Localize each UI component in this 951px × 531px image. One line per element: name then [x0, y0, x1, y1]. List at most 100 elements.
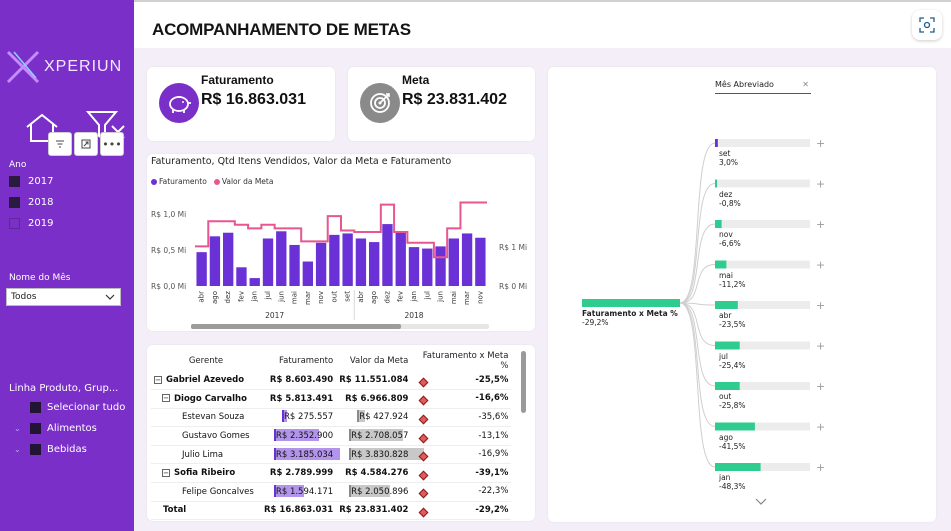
chevron-down-icon[interactable] — [755, 498, 767, 505]
tree-node-bar[interactable] — [715, 341, 740, 350]
chart-bar[interactable] — [262, 238, 274, 286]
column-header[interactable]: Faturamento — [279, 356, 334, 366]
tree-item-select-all[interactable]: Selecionar tudo — [14, 402, 125, 413]
focus-mode-button[interactable] — [74, 132, 98, 156]
expand-plus-icon[interactable]: + — [816, 340, 825, 353]
chart-bar[interactable] — [448, 238, 459, 286]
tree-item-alimentos[interactable]: ⌄ Alimentos — [14, 423, 97, 434]
x-tick-label: jun — [437, 291, 445, 303]
tree-node-track[interactable] — [715, 301, 810, 309]
chart-bar[interactable] — [289, 244, 300, 286]
chart-bar[interactable] — [276, 231, 287, 286]
tree-node-bar[interactable] — [715, 463, 761, 471]
tree-connector — [679, 302, 716, 468]
tree-node-track[interactable] — [715, 139, 810, 147]
table-row[interactable]: Julio Lima R$ 3.185.034 R$ 3.830.828 -16,9% — [151, 445, 512, 465]
collapse-icon[interactable]: − — [162, 468, 170, 477]
filter-button[interactable] — [48, 132, 72, 156]
year-group-label: 2018 — [404, 311, 423, 320]
year-item-2017[interactable]: 2017 — [9, 176, 53, 187]
chart-bar[interactable] — [395, 232, 406, 286]
tree-node-track[interactable] — [715, 382, 810, 390]
tree-node-bar[interactable] — [715, 260, 727, 269]
expand-plus-icon[interactable]: + — [816, 259, 825, 272]
tree-node-track[interactable] — [715, 179, 810, 188]
chart-bar[interactable] — [461, 233, 473, 286]
tree-node-track[interactable] — [715, 260, 810, 269]
tree-item-bebidas[interactable]: ⌄ Bebidas — [14, 444, 87, 455]
tree-level-header[interactable]: Mês Abreviado ✕ — [715, 80, 811, 94]
expand-plus-icon[interactable]: + — [816, 218, 825, 231]
chart-bar[interactable] — [209, 236, 221, 286]
chart-bar[interactable] — [408, 247, 420, 286]
expand-plus-icon[interactable]: + — [816, 461, 825, 474]
checkbox[interactable] — [9, 197, 20, 208]
chart-bar[interactable] — [435, 246, 446, 286]
checkbox[interactable] — [9, 176, 20, 187]
tree-node-track[interactable] — [715, 422, 810, 431]
legend-item-faturamento[interactable]: Faturamento — [151, 177, 207, 186]
table-row[interactable]: Gustavo Gomes R$ 2.352.900 R$ 2.708.057 -13… — [151, 426, 512, 446]
chart-bar[interactable] — [236, 267, 247, 286]
chart-bar[interactable] — [355, 238, 367, 286]
screenshot-button[interactable] — [912, 10, 942, 40]
month-dropdown[interactable]: Todos — [6, 288, 121, 306]
table-row[interactable]: Estevan Souza R$ 275.557 R$ 427.924 -35,6% — [151, 408, 512, 428]
chart-bar[interactable] — [369, 242, 380, 286]
expand-plus-icon[interactable]: + — [816, 421, 825, 434]
chevron-down-icon[interactable]: ⌄ — [14, 424, 21, 433]
tree-node-bar[interactable] — [715, 139, 718, 147]
expand-plus-icon[interactable]: + — [816, 380, 825, 393]
chart-bar[interactable] — [249, 278, 260, 286]
expand-plus-icon[interactable]: + — [816, 299, 825, 312]
table-row[interactable]: Felipe Goncalves R$ 1.594.171 R$ 2.050.896… — [151, 482, 512, 502]
legend-item-meta[interactable]: Valor da Meta — [213, 177, 273, 186]
column-header[interactable]: Faturamento x Meta % — [422, 351, 509, 371]
chart-bar[interactable] — [196, 252, 207, 286]
column-header[interactable]: Valor da Meta — [349, 356, 409, 366]
tree-node-track[interactable] — [715, 341, 810, 350]
tree-node-bar[interactable] — [715, 382, 740, 390]
chart-bar[interactable] — [475, 237, 486, 286]
chart-bar[interactable] — [382, 224, 393, 286]
expand-plus-icon[interactable]: + — [816, 137, 825, 150]
meta-line[interactable] — [195, 201, 487, 259]
expand-plus-icon[interactable]: + — [816, 178, 825, 191]
tree-root-bar[interactable] — [582, 299, 680, 307]
checkbox[interactable] — [30, 423, 41, 434]
chart-bar[interactable] — [342, 233, 353, 286]
tree-node-bar[interactable] — [715, 301, 738, 309]
combo-chart[interactable]: R$ 1,0 Mi R$ 0,5 Mi R$ 0,0 Mi R$ 1 Mi R$ 0 M… — [147, 190, 535, 331]
tree-node-track[interactable] — [715, 463, 810, 471]
more-options-button[interactable]: ••• — [100, 132, 124, 156]
decomposition-tree[interactable]: + + + + + + + + + — [548, 67, 936, 522]
table-row[interactable]: − Sofia Ribeiro R$ 2.789.999 R$ 4.584.276 -3… — [151, 463, 512, 484]
checkbox[interactable] — [30, 402, 41, 413]
chart-bar[interactable] — [302, 261, 313, 286]
table-row[interactable]: − Diogo Carvalho R$ 5.813.491 R$ 6.966.809 -… — [151, 389, 512, 409]
year-item-2018[interactable]: 2018 — [9, 197, 53, 208]
chart-bar[interactable] — [223, 232, 234, 286]
scrollbar[interactable] — [521, 351, 526, 413]
year-item-2019[interactable]: 2019 — [9, 218, 53, 229]
tree-node-bar[interactable] — [715, 422, 755, 431]
chart-bar[interactable] — [315, 242, 327, 286]
close-icon[interactable]: ✕ — [802, 80, 809, 89]
collapse-icon[interactable]: − — [154, 375, 162, 384]
collapse-icon[interactable]: − — [162, 394, 170, 403]
column-header[interactable]: Gerente — [188, 356, 224, 366]
month-dropdown-value: Todos — [11, 292, 37, 302]
tree-node-bar[interactable] — [715, 220, 722, 228]
tree-node-track[interactable] — [715, 220, 810, 228]
scrollbar-thumb[interactable] — [191, 324, 401, 329]
chart-bar[interactable] — [329, 234, 340, 286]
total-row: Total R$ 16.863.031 R$ 23.831.402 -29,2% — [151, 501, 512, 521]
data-bar — [273, 484, 304, 497]
tree-node-bar[interactable] — [715, 179, 717, 188]
chart-bar[interactable] — [422, 248, 433, 286]
y-tick-label: R$ 0,0 Mi — [151, 282, 186, 291]
table-row[interactable]: − Gabriel Azevedo R$ 8.603.490 R$ 11.551.08… — [151, 371, 512, 391]
checkbox[interactable] — [9, 218, 20, 229]
chevron-down-icon[interactable]: ⌄ — [14, 445, 21, 454]
checkbox[interactable] — [30, 444, 41, 455]
